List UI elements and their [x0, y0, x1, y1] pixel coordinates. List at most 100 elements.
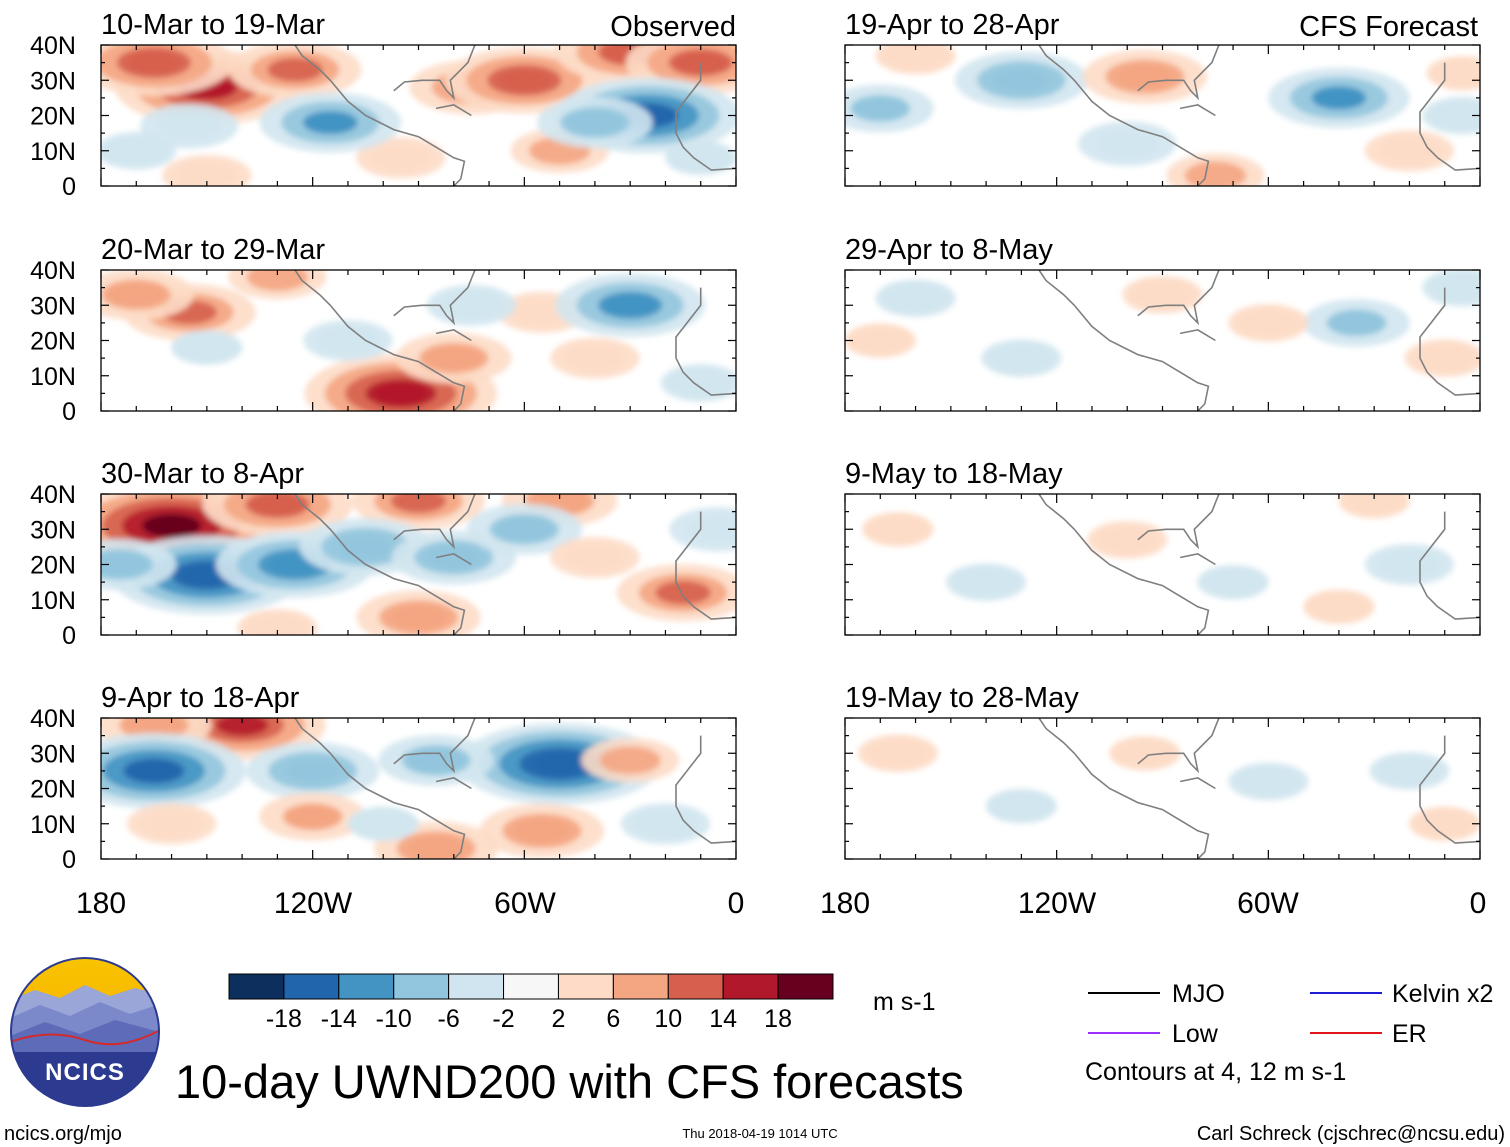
wind-field	[101, 718, 736, 859]
coastline	[435, 329, 472, 342]
anomaly-blob	[407, 747, 466, 774]
coastline	[435, 553, 472, 566]
colorbar-label: 18	[764, 1005, 792, 1033]
anomaly-blob	[139, 809, 204, 839]
legend: MJO Kelvin x2 Low ER Contours at 4, 12 m…	[1085, 980, 1493, 1086]
anomaly-blob	[1428, 99, 1480, 132]
anomaly-blob	[128, 760, 180, 782]
anomaly-blob	[850, 95, 910, 122]
anomaly-blob	[439, 290, 504, 320]
coastline	[435, 104, 472, 117]
anomaly-blob	[563, 343, 627, 373]
anomaly-blob	[1326, 309, 1387, 337]
colorbar-label: 2	[552, 1005, 566, 1033]
panel-title: 30-Mar to 8-Apr	[101, 458, 304, 490]
y-tick-label: 20N	[30, 328, 76, 356]
anomaly-blob	[687, 515, 736, 544]
anomaly-blob	[246, 270, 309, 291]
anomaly-blob	[1096, 129, 1158, 158]
coastline	[1038, 45, 1210, 186]
anomaly-blob	[513, 818, 571, 844]
anomaly-blob	[101, 551, 148, 578]
logo-text: NCICS	[45, 1059, 125, 1086]
y-tick-label: 0	[62, 846, 76, 874]
map-panel-7: 40N 30N 20N 10N 0 9-Apr to 18-Apr	[30, 682, 737, 874]
anomaly-blob	[250, 494, 305, 516]
wind-field	[845, 494, 1480, 635]
anomaly-blob	[603, 293, 657, 317]
footer-timestamp: Thu 2018-04-19 1014 UTC	[682, 1126, 837, 1141]
colorbar-swatch	[503, 973, 559, 1000]
colorbar-label: 14	[709, 1005, 737, 1033]
coastline	[1179, 329, 1216, 342]
panel-title: 29-Apr to 8-May	[845, 234, 1053, 266]
anomaly-blob	[534, 753, 585, 775]
anomaly-blob	[102, 135, 170, 167]
coastline	[435, 777, 472, 790]
coastline	[1038, 270, 1210, 411]
coastline	[393, 45, 476, 101]
x-axis-right: 180 120W 60W 0	[820, 887, 1486, 920]
wind-field	[101, 45, 736, 186]
x-tick: 60W	[1237, 887, 1299, 920]
colorbar-label: -2	[492, 1005, 514, 1033]
y-tick-label: 30N	[30, 292, 76, 320]
panel-title: 20-Mar to 29-Mar	[101, 234, 325, 266]
anomaly-blob	[565, 109, 624, 136]
coastline	[393, 270, 476, 326]
wind-field	[845, 270, 1480, 411]
coastline	[1038, 718, 1210, 859]
main-title: 10-day UWND200 with CFS forecasts	[175, 1055, 964, 1108]
colorbar-label: -14	[321, 1005, 357, 1033]
colorbar-label: 6	[606, 1005, 620, 1033]
coastline	[1137, 270, 1220, 326]
x-tick: 60W	[494, 887, 556, 920]
anomaly-blob	[390, 605, 447, 630]
y-tick-label: 20N	[30, 552, 76, 580]
colorbar-swatch	[612, 973, 669, 1000]
colorbar-swatch	[228, 973, 285, 1000]
anomaly-blob	[882, 45, 949, 72]
anomaly-blob	[1234, 307, 1302, 339]
colorbar-units: m s-1	[873, 988, 936, 1016]
y-tick-label: 10N	[30, 363, 76, 391]
y-tick-label: 40N	[30, 481, 76, 509]
legend-label-low: Low	[1172, 1020, 1219, 1048]
footer-link[interactable]: ncics.org/mjo	[4, 1123, 122, 1145]
anomaly-blob	[495, 516, 554, 542]
x-tick: 0	[1470, 887, 1487, 920]
y-tick-label: 30N	[30, 67, 76, 95]
anomaly-blob	[599, 746, 661, 775]
column-title-observed: Observed	[610, 11, 736, 43]
coastline	[294, 45, 466, 186]
anomaly-blob	[1197, 565, 1269, 600]
anomaly-blob	[1093, 524, 1161, 556]
x-tick: 120W	[1018, 887, 1097, 920]
anomaly-blob	[1311, 86, 1367, 110]
anomaly-blob	[864, 737, 932, 769]
anomaly-blob	[987, 342, 1055, 374]
colorbar-swatch	[448, 973, 505, 1000]
anomaly-blob	[171, 330, 243, 365]
colorbar-label: -18	[266, 1005, 302, 1033]
y-tick-label: 30N	[30, 740, 76, 768]
y-tick-label: 0	[62, 622, 76, 650]
anomaly-blob	[1184, 161, 1247, 186]
anomaly-blob	[368, 143, 433, 173]
anomaly-blob	[1428, 271, 1480, 304]
anomaly-blob	[862, 512, 934, 547]
anomaly-blob	[1377, 549, 1442, 580]
anomaly-blob	[303, 110, 358, 135]
coastline	[1419, 287, 1480, 396]
anomaly-blob	[985, 789, 1057, 824]
coastline	[393, 494, 476, 550]
colorbar-swatch	[557, 973, 614, 1000]
coastline	[1038, 494, 1210, 635]
anomaly-blob	[667, 367, 735, 399]
anomaly-blob	[1411, 342, 1479, 374]
anomaly-blob	[375, 383, 427, 404]
coastline	[294, 270, 466, 411]
anomaly-blob	[107, 281, 166, 308]
anomaly-blob	[993, 68, 1050, 93]
